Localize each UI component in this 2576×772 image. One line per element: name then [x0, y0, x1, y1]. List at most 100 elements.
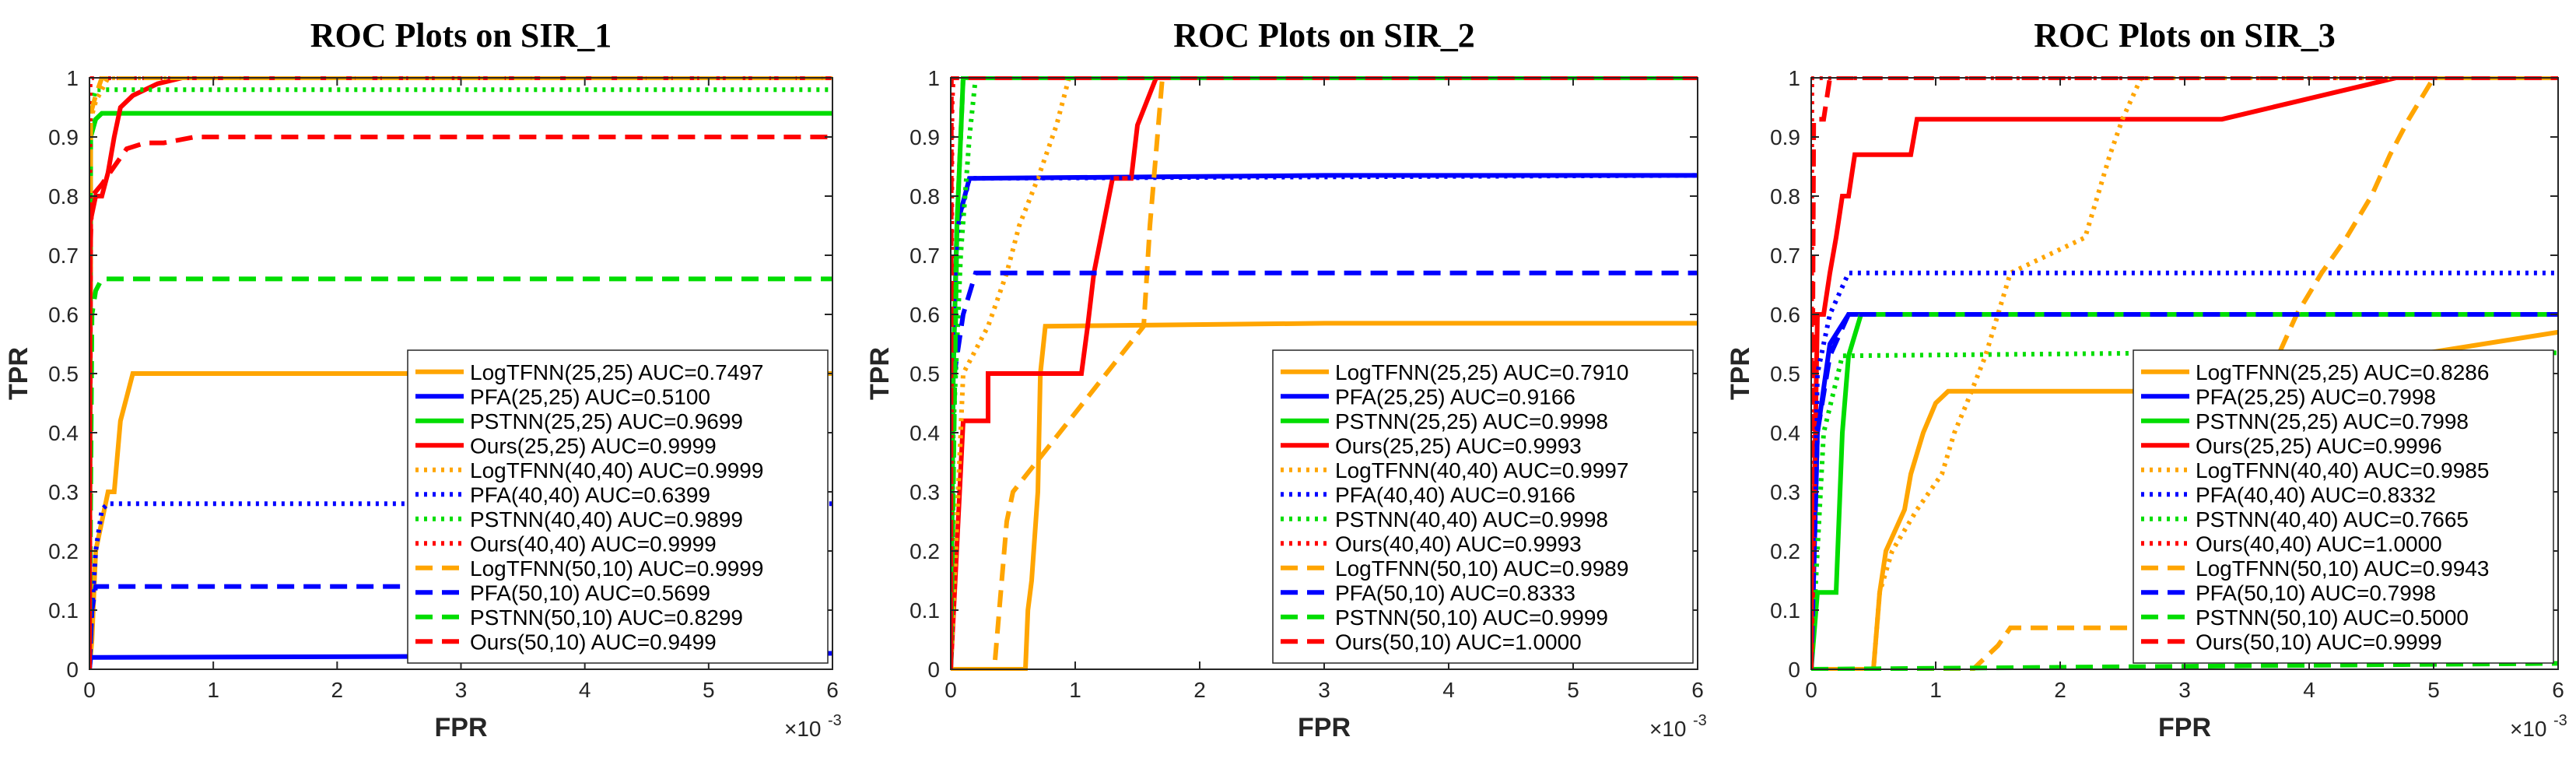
x-tick-label: 2 [2054, 678, 2066, 702]
series-line-ours50-10 [89, 135, 832, 670]
series-line-logtfnn40-40 [951, 76, 1698, 670]
y-tick-label: 0.9 [1770, 125, 1800, 149]
legend-entry-pstnn25-25: PSTNN(25,25) AUC=0.7998 [2196, 409, 2469, 433]
legend-entry-ours40-40: Ours(40,40) AUC=1.0000 [2196, 532, 2442, 556]
series-line-ours25-25 [89, 76, 832, 670]
y-tick-label: 0.4 [48, 421, 79, 445]
legend-entry-ours50-10: Ours(50,10) AUC=0.9999 [2196, 630, 2442, 654]
x-tick-label: 4 [2303, 678, 2315, 702]
y-tick-label: 0.7 [1770, 244, 1800, 268]
y-tick-label: 0.2 [48, 539, 79, 563]
y-tick-label: 0.2 [1770, 539, 1800, 563]
x-exponent-power: -3 [2553, 712, 2567, 729]
x-exponent-power: -3 [1693, 712, 1707, 729]
y-tick-label: 0 [1788, 658, 1800, 682]
y-tick-label: 0.1 [909, 598, 940, 623]
y-tick-label: 0.3 [1770, 480, 1800, 504]
series-line-logtfnn25-25 [89, 371, 832, 670]
legend-entry-pstnn40-40: PSTNN(40,40) AUC=0.7665 [2196, 507, 2469, 532]
y-tick-label: 0.4 [909, 421, 940, 445]
chart-title: ROC Plots on SIR_2 [1173, 16, 1475, 54]
series-line-ours50-10 [1811, 76, 2558, 670]
chart-title: ROC Plots on SIR_1 [310, 16, 612, 54]
chart-title: ROC Plots on SIR_3 [2034, 16, 2336, 54]
legend-entry-pfa25-25: PFA(25,25) AUC=0.7998 [2196, 384, 2436, 409]
y-tick-label: 0.1 [48, 598, 79, 623]
series-line-logtfnn40-40 [89, 76, 832, 670]
y-tick-label: 0.6 [48, 303, 79, 327]
x-exponent-label: ×10 [1649, 717, 1687, 741]
y-tick-label: 0.7 [909, 244, 940, 268]
legend-entry-pfa40-40: PFA(40,40) AUC=0.9166 [1335, 482, 1575, 507]
series-line-ours25-25 [951, 76, 1698, 670]
series-line-logtfnn50-10 [951, 76, 1698, 671]
roc-panel-sir-3: ROC Plots on SIR_3 0 1 2 3 4 5 6 0 0.1 0.2 0.3 0.4 0.… [1726, 16, 2567, 742]
y-axis-label: TPR [4, 347, 33, 400]
x-tick-label: 1 [1929, 678, 1942, 702]
series-line-pfa50-10 [1811, 312, 2558, 670]
legend-entry-logtfnn50-10: LogTFNN(50,10) AUC=0.9989 [1335, 556, 1628, 581]
legend-entry-pstnn50-10: PSTNN(50,10) AUC=0.5000 [2196, 605, 2469, 630]
y-tick-label: 0 [927, 658, 940, 682]
y-tick-label: 0.8 [48, 184, 79, 209]
legend-entry-pstnn40-40: PSTNN(40,40) AUC=0.9998 [1335, 507, 1608, 532]
legend-entry-pstnn25-25: PSTNN(25,25) AUC=0.9998 [1335, 409, 1608, 433]
roc-panel-sir-2: ROC Plots on SIR_2 0 1 2 3 4 5 6 0 0.1 0.2 0.3 0.4 0.… [865, 16, 1707, 742]
x-tick-label: 0 [945, 678, 957, 702]
y-tick-label: 1 [66, 66, 79, 90]
legend-entry-pfa50-10: PFA(50,10) AUC=0.5699 [470, 581, 710, 605]
legend-entry-pfa50-10: PFA(50,10) AUC=0.7998 [2196, 581, 2436, 605]
x-tick-label: 1 [207, 678, 219, 702]
x-tick-label: 4 [1442, 678, 1455, 702]
legend-entry-logtfnn40-40: LogTFNN(40,40) AUC=0.9985 [2196, 458, 2489, 482]
legend-entry-logtfnn50-10: LogTFNN(50,10) AUC=0.9999 [470, 556, 763, 581]
legend-entry-logtfnn25-25: LogTFNN(25,25) AUC=0.7910 [1335, 360, 1628, 384]
y-tick-label: 0.5 [909, 362, 940, 386]
y-axis-label: TPR [1726, 347, 1755, 400]
y-tick-label: 0.6 [1770, 303, 1800, 327]
y-tick-label: 0.3 [48, 480, 79, 504]
x-tick-label: 5 [2427, 678, 2440, 702]
y-tick-label: 0.9 [48, 125, 79, 149]
legend-entry-ours25-25: Ours(25,25) AUC=0.9993 [1335, 433, 1582, 458]
x-tick-label: 6 [826, 678, 839, 702]
y-tick-label: 1 [927, 66, 940, 90]
legend-entry-pstnn40-40: PSTNN(40,40) AUC=0.9899 [470, 507, 743, 532]
legend-entry-ours25-25: Ours(25,25) AUC=0.9999 [470, 433, 717, 458]
x-tick-label: 3 [1318, 678, 1330, 702]
legend-entry-pfa25-25: PFA(25,25) AUC=0.5100 [470, 384, 710, 409]
legend-entry-ours25-25: Ours(25,25) AUC=0.9996 [2196, 433, 2442, 458]
x-exponent-label: ×10 [784, 717, 822, 741]
legend-entry-pstnn50-10: PSTNN(50,10) AUC=0.9999 [1335, 605, 1608, 630]
y-tick-label: 0.7 [48, 244, 79, 268]
x-tick-label: 5 [1567, 678, 1579, 702]
legend-entry-logtfnn40-40: LogTFNN(40,40) AUC=0.9997 [1335, 458, 1628, 482]
y-tick-label: 0.8 [909, 184, 940, 209]
y-tick-label: 0.9 [909, 125, 940, 149]
legend-entry-ours50-10: Ours(50,10) AUC=0.9499 [470, 630, 717, 654]
legend-box [2133, 349, 2554, 664]
legend-entry-pfa40-40: PFA(40,40) AUC=0.8332 [2196, 482, 2436, 507]
legend-entry-logtfnn25-25: LogTFNN(25,25) AUC=0.7497 [470, 360, 763, 384]
x-axis-label: FPR [1298, 713, 1351, 742]
x-tick-label: 6 [1691, 678, 1704, 702]
legend-box [407, 349, 829, 664]
x-tick-label: 4 [579, 678, 591, 702]
y-tick-label: 0 [66, 658, 79, 682]
x-tick-label: 0 [1805, 678, 1817, 702]
series-line-ours25-25 [1811, 76, 2558, 670]
x-tick-label: 3 [2178, 678, 2191, 702]
series-line-logtfnn25-25 [951, 321, 1698, 671]
x-tick-label: 2 [331, 678, 344, 702]
y-axis-label: TPR [865, 347, 895, 400]
x-tick-label: 1 [1069, 678, 1081, 702]
y-tick-label: 0.1 [1770, 598, 1800, 623]
legend-entry-logtfnn25-25: LogTFNN(25,25) AUC=0.8286 [2196, 360, 2489, 384]
legend-entry-logtfnn50-10: LogTFNN(50,10) AUC=0.9943 [2196, 556, 2489, 581]
x-tick-label: 3 [455, 678, 468, 702]
legend-entry-ours40-40: Ours(40,40) AUC=0.9993 [1335, 532, 1582, 556]
x-tick-label: 5 [703, 678, 715, 702]
